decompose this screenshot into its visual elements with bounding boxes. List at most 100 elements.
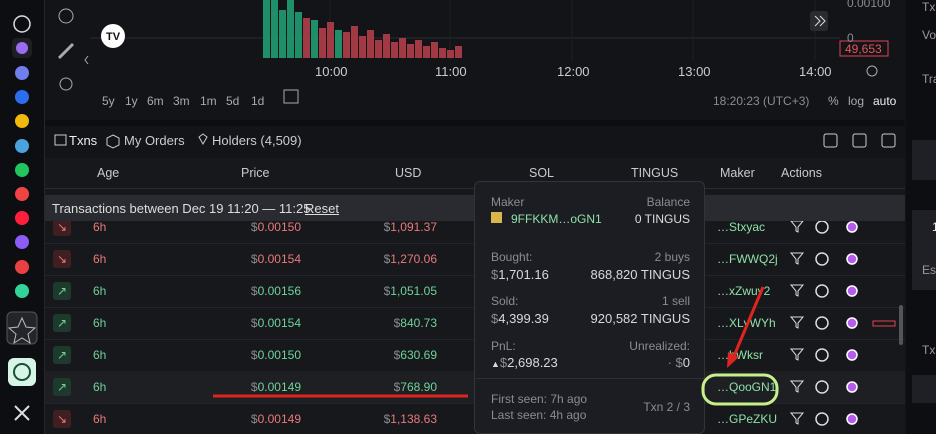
price: $0.00150 bbox=[251, 220, 301, 234]
side-text: Txn bbox=[922, 0, 936, 14]
range-button[interactable]: 5d bbox=[226, 94, 240, 108]
range-button[interactable]: 1y bbox=[125, 94, 138, 108]
price: $0.00156 bbox=[251, 284, 301, 298]
maker-label: Maker bbox=[491, 195, 525, 209]
currency: $ bbox=[250, 316, 258, 330]
usd-value: 1,051.05 bbox=[390, 284, 437, 298]
price-value: 0.00150 bbox=[257, 220, 301, 234]
clock: 18:20:23 (UTC+3) bbox=[713, 94, 810, 108]
log-toggle[interactable]: log bbox=[848, 94, 865, 108]
side-box bbox=[912, 375, 936, 403]
reset-link[interactable]: Reset bbox=[305, 201, 339, 216]
tab-orders[interactable]: My Orders bbox=[124, 133, 185, 148]
maker[interactable]: …FWWQ2j bbox=[717, 252, 778, 266]
col-maker[interactable]: Maker bbox=[720, 166, 755, 180]
col-price[interactable]: Price bbox=[241, 166, 270, 180]
currency: $ bbox=[383, 284, 391, 298]
unrealized: · $0 bbox=[667, 355, 690, 370]
unrealized-label: Unrealized: bbox=[629, 339, 690, 353]
price-label: 0 bbox=[847, 31, 854, 45]
sold-count: 1 sell bbox=[661, 294, 690, 308]
maker-id[interactable]: 9FFKKM…oGN1 bbox=[511, 212, 602, 226]
range-button[interactable]: 1d bbox=[251, 94, 265, 108]
age: 6h bbox=[93, 380, 107, 394]
row-actions[interactable] bbox=[785, 243, 865, 275]
range-button[interactable]: 6m bbox=[147, 94, 164, 108]
age: 6h bbox=[93, 284, 107, 298]
maker[interactable]: …Stxyac bbox=[717, 220, 766, 234]
time-label: 14:00 bbox=[799, 64, 832, 79]
time-label: 12:00 bbox=[557, 64, 590, 79]
tab-txns[interactable]: Txns bbox=[69, 133, 98, 148]
currency: $ bbox=[383, 412, 391, 426]
row-actions[interactable] bbox=[785, 211, 865, 243]
age: 6h bbox=[93, 412, 107, 426]
row-actions[interactable] bbox=[785, 307, 865, 339]
price-value: 0.00150 bbox=[257, 348, 301, 362]
row-actions[interactable] bbox=[785, 275, 865, 307]
price: $0.00154 bbox=[251, 316, 301, 330]
range-button[interactable]: 5y bbox=[102, 94, 115, 108]
usd-value: 1,138.63 bbox=[390, 412, 437, 426]
sidebar bbox=[0, 0, 45, 434]
bought-tokens: 868,820 TINGUS bbox=[590, 267, 690, 282]
currency: $ bbox=[383, 252, 391, 266]
range-button[interactable]: 3m bbox=[173, 94, 190, 108]
time-label: 10:00 bbox=[315, 64, 348, 79]
currency: $ bbox=[250, 348, 258, 362]
maker[interactable]: …xZwuv2 bbox=[717, 284, 771, 298]
currency: $ bbox=[393, 348, 401, 362]
side-box bbox=[912, 210, 936, 290]
currency: $ bbox=[250, 252, 258, 266]
auto-toggle[interactable]: auto bbox=[873, 94, 897, 108]
maker-icon bbox=[491, 212, 502, 223]
price: $0.00149 bbox=[251, 380, 301, 394]
col-age[interactable]: Age bbox=[97, 166, 120, 180]
price-value: 0.00156 bbox=[257, 284, 301, 298]
side-text: 1 bbox=[932, 220, 936, 234]
price: $0.00150 bbox=[251, 348, 301, 362]
pnl: ▲$2,698.23 bbox=[491, 355, 558, 370]
price: $0.00154 bbox=[251, 252, 301, 266]
usd: $1,051.05 bbox=[384, 284, 437, 298]
divider bbox=[475, 378, 704, 379]
col-actions: Actions bbox=[781, 166, 822, 180]
range-button[interactable]: 1m bbox=[200, 94, 217, 108]
currency: $ bbox=[250, 380, 258, 394]
row-actions[interactable] bbox=[785, 371, 865, 403]
usd-value: 1,270.06 bbox=[390, 252, 437, 266]
side-icon: ↗ bbox=[53, 314, 71, 332]
col-tingus[interactable]: TINGUS bbox=[631, 166, 679, 180]
amount: 2,698.23 bbox=[507, 355, 558, 370]
volume-label: 49,653 bbox=[845, 42, 882, 56]
col-sol[interactable]: SOL bbox=[529, 166, 555, 180]
maker[interactable]: …QooGN1 bbox=[717, 380, 777, 394]
txn-row[interactable]: ↘ 6h $0.00149 $1,138.63 …GPeZKU bbox=[45, 403, 905, 434]
last-seen: Last seen: 4h ago bbox=[491, 408, 587, 422]
currency: $ bbox=[499, 355, 508, 370]
maker[interactable]: …GPeZKU bbox=[717, 412, 778, 426]
balance-label: Balance bbox=[646, 195, 690, 209]
row-actions[interactable] bbox=[785, 403, 865, 434]
percent-toggle[interactable]: % bbox=[828, 94, 839, 108]
sidebar-icons bbox=[6, 15, 38, 421]
side-icon: ↗ bbox=[53, 346, 71, 364]
bought-label: Bought: bbox=[491, 250, 533, 264]
age: 6h bbox=[93, 220, 107, 234]
annotations bbox=[213, 286, 903, 406]
bought-count: 2 buys bbox=[654, 250, 690, 264]
price-value: 0.00154 bbox=[257, 252, 301, 266]
usd-value: 1,091.37 bbox=[390, 220, 437, 234]
price-label: 0.00100 bbox=[847, 0, 891, 10]
tab-holders[interactable]: Holders (4,509) bbox=[212, 133, 302, 148]
pnl-label: PnL: bbox=[491, 339, 516, 353]
col-usd[interactable]: USD bbox=[395, 166, 422, 180]
row-actions[interactable] bbox=[785, 339, 865, 371]
txn-counter: Txn 2 / 3 bbox=[643, 400, 690, 414]
first-seen: First seen: 7h ago bbox=[491, 392, 588, 406]
side-icon: ↘ bbox=[53, 250, 71, 268]
usd: $1,138.63 bbox=[384, 412, 437, 426]
usd: $1,270.06 bbox=[384, 252, 437, 266]
tabs-bar: Txns My Orders Holders (4,509) bbox=[45, 120, 905, 164]
balance: 0 TINGUS bbox=[634, 212, 690, 226]
